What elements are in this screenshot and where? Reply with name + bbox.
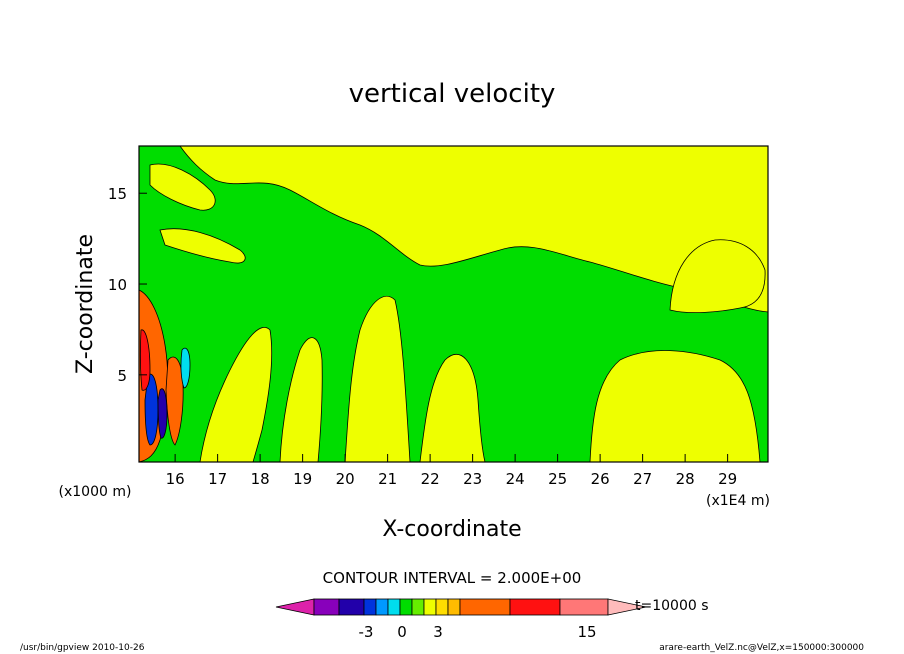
y-tick-label: 15 <box>108 185 127 203</box>
chart-title: vertical velocity <box>349 79 556 109</box>
cyan-patch <box>180 347 191 389</box>
x-tick-label: 24 <box>506 470 525 488</box>
plot-area <box>138 145 769 463</box>
x-tick-label: 23 <box>463 470 482 488</box>
updraft-core-2 <box>165 356 184 446</box>
colorbar-swatch <box>423 598 437 616</box>
colorbar: -3 0 3 15 <box>275 598 647 641</box>
x-tick-label: 21 <box>378 470 397 488</box>
colorbar-swatch <box>275 598 315 616</box>
colorbar-level-label: 3 <box>433 623 443 641</box>
x-tick-label: 22 <box>421 470 440 488</box>
time-label: t=10000 s <box>635 598 709 614</box>
yellow-island-right <box>589 350 761 463</box>
plot-frame <box>138 145 769 463</box>
yellow-island-center <box>419 354 486 463</box>
x-tick-label: 28 <box>676 470 695 488</box>
contour-interval: CONTOUR INTERVAL = 2.000E+00 <box>323 569 582 587</box>
footer-right: arare-earth_VelZ.nc@VelZ,x=150000:300000 <box>659 643 864 653</box>
y-unit-note: (x1000 m) <box>59 484 132 500</box>
x-tick-label: 27 <box>633 470 652 488</box>
x-tick-label: 29 <box>718 470 737 488</box>
footer-left: /usr/bin/gpview 2010-10-26 <box>20 643 145 653</box>
yellow-strip-top <box>149 163 216 211</box>
downdraft-core <box>144 373 159 446</box>
downdraft-core-2 <box>157 388 168 439</box>
y-axis: 5 10 15 <box>108 185 147 385</box>
y-axis-label: Z-coordinate <box>73 234 98 374</box>
yellow-strip-top-2 <box>159 228 246 264</box>
x-unit-note: (x1E4 m) <box>706 493 770 509</box>
x-tick-label: 26 <box>591 470 610 488</box>
x-tick-label: 20 <box>336 470 355 488</box>
colorbar-swatch <box>313 598 340 616</box>
colorbar-swatch <box>399 598 413 616</box>
yellow-band-left-2 <box>279 337 323 463</box>
colorbar-swatch <box>447 598 461 616</box>
colorbar-level-label: 15 <box>577 623 596 641</box>
colorbar-swatch <box>607 598 647 616</box>
colorbar-level-label: 0 <box>397 623 407 641</box>
y-tick-label: 5 <box>117 367 127 385</box>
colorbar-swatch <box>375 598 389 616</box>
x-tick-label: 16 <box>166 470 185 488</box>
yellow-island-mid <box>344 295 411 463</box>
colorbar-swatch <box>435 598 449 616</box>
colorbar-swatch <box>509 598 561 616</box>
x-tick-label: 19 <box>293 470 312 488</box>
colorbar-swatch <box>559 598 609 616</box>
colorbar-swatch <box>411 598 425 616</box>
colorbar-swatch <box>387 598 401 616</box>
colorbar-swatch <box>363 598 377 616</box>
x-tick-label: 17 <box>208 470 227 488</box>
yellow-band-left <box>199 327 273 463</box>
x-tick-label: 25 <box>548 470 567 488</box>
x-axis-label: X-coordinate <box>382 517 521 542</box>
colorbar-swatch <box>338 598 365 616</box>
y-tick-label: 10 <box>108 276 127 294</box>
yellow-band-right-top <box>669 239 766 313</box>
x-axis: 16 17 18 19 20 21 22 23 24 25 26 27 28 29 <box>166 454 737 488</box>
colorbar-level-label: -3 <box>359 623 374 641</box>
colorbar-swatch <box>459 598 511 616</box>
x-tick-label: 18 <box>251 470 270 488</box>
